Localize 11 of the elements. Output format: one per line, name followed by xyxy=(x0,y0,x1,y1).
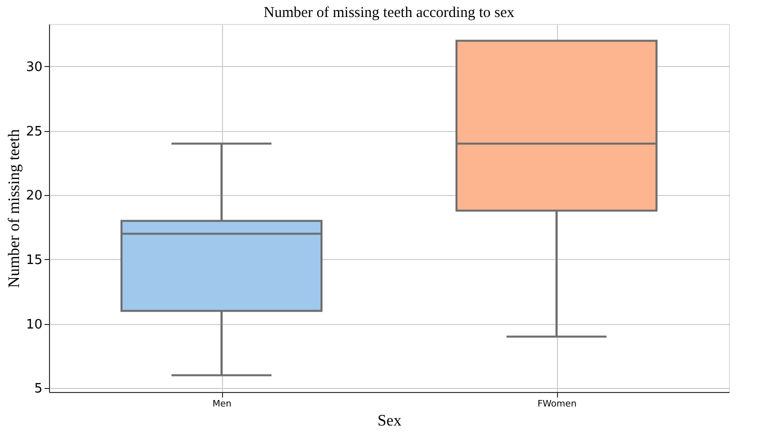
y-tick-label: 10 xyxy=(26,317,42,332)
y-tick-label: 30 xyxy=(26,60,42,75)
chart-title: Number of missing teeth according to sex xyxy=(264,5,515,21)
x-axis-title: Sex xyxy=(378,412,402,430)
y-tick-label: 25 xyxy=(26,124,42,140)
y-axis-title: Number of missing teeth xyxy=(6,129,23,288)
x-tick-label: FWomen xyxy=(537,400,577,410)
x-tick-label: Men xyxy=(212,400,232,410)
y-tick-label: 5 xyxy=(34,382,42,397)
y-tick-label: 20 xyxy=(26,188,42,204)
y-tick-label: 15 xyxy=(26,252,42,268)
